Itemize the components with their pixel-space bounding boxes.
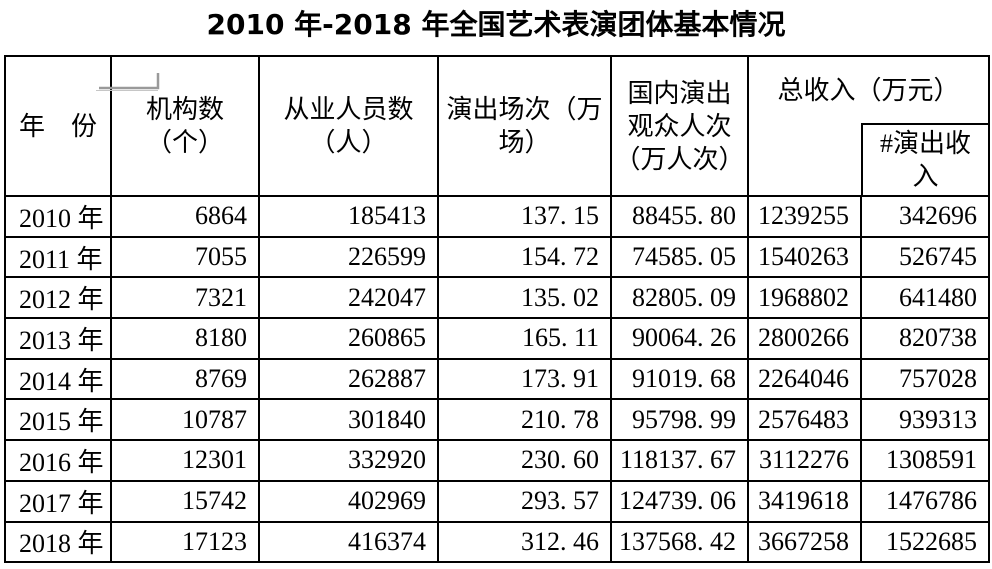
table-row: 2010 年 6864 185413 137. 15 88455. 80 1239255 3…	[4, 195, 990, 238]
table-row: 2015 年 10787 301840 210. 78 95798. 99 2576483…	[4, 398, 990, 442]
statistics-table: 年 份 机构数 （个） 从业人员数 （人） 演出场次（万 场） 国内演出 观众人…	[4, 55, 990, 564]
header-institutions: 机构数 （个）	[110, 55, 260, 197]
table-row: 2011 年 7055 226599 154. 72 74585. 05 1540263 5…	[4, 235, 990, 279]
year-cell: 2015 年	[4, 398, 112, 442]
value-cell: 2576483	[747, 398, 862, 442]
value-cell: 1308591	[860, 439, 990, 482]
value-cell: 8769	[110, 357, 260, 401]
value-cell: 15742	[110, 479, 260, 523]
table-row: 2014 年 8769 262887 173. 91 91019. 68 2264046 7…	[4, 357, 990, 401]
value-cell: 301840	[258, 398, 439, 442]
value-cell: 226599	[258, 235, 439, 279]
value-cell: 402969	[258, 479, 439, 523]
header-total-income: 总收入（万元）	[777, 75, 960, 105]
table-row: 2012 年 7321 242047 135. 02 82805. 09 1968802 6…	[4, 276, 990, 320]
value-cell: 17123	[110, 520, 260, 564]
value-cell: 1476786	[860, 479, 990, 523]
header-audience: 国内演出 观众人次 （万人次）	[610, 55, 749, 197]
year-cell: 2017 年	[4, 479, 112, 523]
value-cell: 6864	[110, 195, 260, 238]
value-cell: 293. 57	[437, 479, 612, 523]
value-cell: 1968802	[747, 276, 862, 320]
table-header-row: 年 份 机构数 （个） 从业人员数 （人） 演出场次（万 场） 国内演出 观众人…	[4, 55, 990, 197]
value-cell: 137568. 42	[610, 520, 749, 564]
year-cell: 2011 年	[4, 235, 112, 279]
value-cell: 262887	[258, 357, 439, 401]
value-cell: 74585. 05	[610, 235, 749, 279]
value-cell: 165. 11	[437, 317, 612, 360]
value-cell: 12301	[110, 439, 260, 482]
value-cell: 185413	[258, 195, 439, 238]
value-cell: 820738	[860, 317, 990, 360]
value-cell: 137. 15	[437, 195, 612, 238]
value-cell: 526745	[860, 235, 990, 279]
value-cell: 154. 72	[437, 235, 612, 279]
value-cell: 8180	[110, 317, 260, 360]
value-cell: 91019. 68	[610, 357, 749, 401]
value-cell: 124739. 06	[610, 479, 749, 523]
value-cell: 939313	[860, 398, 990, 442]
value-cell: 3667258	[747, 520, 862, 564]
header-year: 年 份	[4, 55, 112, 197]
year-cell: 2012 年	[4, 276, 112, 320]
header-total-income-group: 总收入（万元） #演出收 入	[747, 55, 990, 197]
header-performance-income: #演出收 入	[861, 123, 987, 194]
year-cell: 2014 年	[4, 357, 112, 401]
value-cell: 260865	[258, 317, 439, 360]
value-cell: 7055	[110, 235, 260, 279]
table-body: 2010 年 6864 185413 137. 15 88455. 80 1239255 3…	[4, 195, 990, 564]
value-cell: 1522685	[860, 520, 990, 564]
table-row: 2013 年 8180 260865 165. 11 90064. 26 2800266 8…	[4, 317, 990, 360]
value-cell: 118137. 67	[610, 439, 749, 482]
value-cell: 135. 02	[437, 276, 612, 320]
year-cell: 2013 年	[4, 317, 112, 360]
value-cell: 312. 46	[437, 520, 612, 564]
value-cell: 1540263	[747, 235, 862, 279]
value-cell: 2264046	[747, 357, 862, 401]
value-cell: 173. 91	[437, 357, 612, 401]
value-cell: 416374	[258, 520, 439, 564]
year-cell: 2016 年	[4, 439, 112, 482]
value-cell: 342696	[860, 195, 990, 238]
value-cell: 3419618	[747, 479, 862, 523]
value-cell: 230. 60	[437, 439, 612, 482]
value-cell: 10787	[110, 398, 260, 442]
value-cell: 1239255	[747, 195, 862, 238]
value-cell: 242047	[258, 276, 439, 320]
year-cell: 2018 年	[4, 520, 112, 564]
value-cell: 332920	[258, 439, 439, 482]
value-cell: 3112276	[747, 439, 862, 482]
table-row: 2018 年 17123 416374 312. 46 137568. 42 366725…	[4, 520, 990, 564]
value-cell: 95798. 99	[610, 398, 749, 442]
table-row: 2017 年 15742 402969 293. 57 124739. 06 341961…	[4, 479, 990, 523]
value-cell: 88455. 80	[610, 195, 749, 238]
value-cell: 2800266	[747, 317, 862, 360]
value-cell: 7321	[110, 276, 260, 320]
value-cell: 90064. 26	[610, 317, 749, 360]
value-cell: 210. 78	[437, 398, 612, 442]
value-cell: 82805. 09	[610, 276, 749, 320]
value-cell: 641480	[860, 276, 990, 320]
page-title: 2010 年-2018 年全国艺术表演团体基本情况	[206, 8, 786, 41]
header-performances: 演出场次（万 场）	[437, 55, 612, 197]
value-cell: 757028	[860, 357, 990, 401]
header-employees: 从业人员数 （人）	[258, 55, 439, 197]
year-cell: 2010 年	[4, 195, 112, 238]
table-row: 2016 年 12301 332920 230. 60 118137. 67 311227…	[4, 439, 990, 482]
